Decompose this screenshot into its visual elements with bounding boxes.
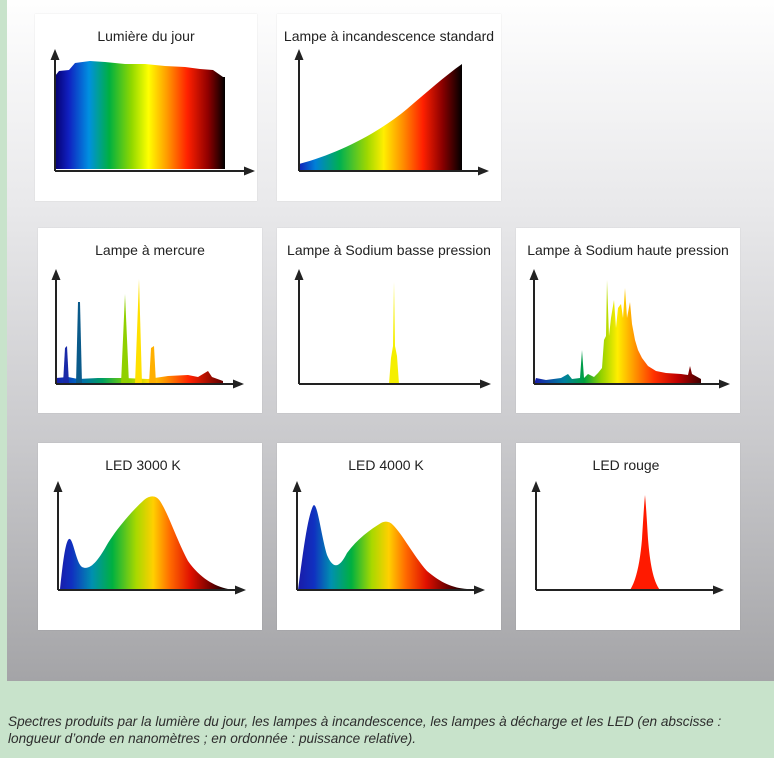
emission-line: [121, 294, 129, 384]
emission-line: [76, 302, 82, 384]
panel-led-4000: LED 4000 K: [277, 443, 501, 630]
figure-left-margin: [0, 0, 7, 681]
spectrum-plot: [292, 481, 485, 595]
emission-line: [389, 282, 399, 384]
panel-led-3000: LED 3000 K: [38, 443, 262, 630]
y-axis-arrow: [51, 269, 61, 280]
y-axis-arrow: [53, 481, 63, 492]
panel-title: Lampe à Sodium haute pression: [527, 242, 729, 258]
spectrum-curve: [298, 505, 467, 590]
y-axis-arrow: [531, 481, 541, 492]
x-axis-arrow: [480, 379, 491, 389]
emission-line: [135, 279, 142, 384]
spectrum-curve: [299, 64, 462, 171]
panel-incandescent: Lampe à incandescence standard: [277, 14, 501, 201]
x-axis-arrow: [235, 585, 246, 595]
y-axis-arrow: [292, 481, 302, 492]
y-axis-arrow: [529, 269, 539, 280]
emission-peak: [630, 495, 660, 590]
panel-led-red: LED rouge: [516, 443, 740, 630]
panel-sodium-low: Lampe à Sodium basse pression: [277, 228, 501, 413]
figure-caption: Spectres produits par la lumière du jour…: [8, 714, 722, 746]
spectrum-plot: [51, 269, 244, 389]
spectrum-plot: [531, 481, 724, 595]
panel-title: Lampe à mercure: [95, 242, 205, 258]
spectrum-plot: [529, 269, 730, 389]
x-axis-arrow: [719, 379, 730, 389]
panel-title: Lumière du jour: [97, 28, 195, 44]
panel-sodium-high: Lampe à Sodium haute pression: [516, 228, 740, 413]
spectrum-curve: [60, 496, 228, 590]
spectrum-curve: [55, 61, 225, 169]
panel-title: Lampe à incandescence standard: [283, 28, 495, 44]
emission-line: [149, 346, 156, 384]
x-axis-arrow: [474, 585, 485, 595]
panel-title: LED 4000 K: [348, 457, 424, 473]
spectrum-plot: [50, 49, 255, 176]
spectrum-baseline: [56, 371, 223, 384]
spectrum-curve: [534, 280, 701, 384]
emission-line: [63, 346, 69, 384]
panel-title: Lampe à Sodium basse pression: [287, 242, 491, 258]
x-axis-arrow: [478, 166, 489, 176]
panel-title: LED 3000 K: [105, 457, 181, 473]
x-axis-arrow: [244, 166, 255, 176]
panel-mercury: Lampe à mercure: [38, 228, 262, 413]
spectrum-plot: [294, 269, 491, 389]
spectrum-plot: [53, 481, 246, 595]
spectrum-plot: [294, 49, 489, 176]
x-axis-arrow: [233, 379, 244, 389]
y-axis-arrow: [50, 49, 60, 60]
x-axis-arrow: [713, 585, 724, 595]
panel-title: LED rouge: [592, 457, 660, 473]
panel-daylight: Lumière du jour: [35, 14, 257, 201]
y-axis-arrow: [294, 269, 304, 280]
y-axis-arrow: [294, 49, 304, 60]
